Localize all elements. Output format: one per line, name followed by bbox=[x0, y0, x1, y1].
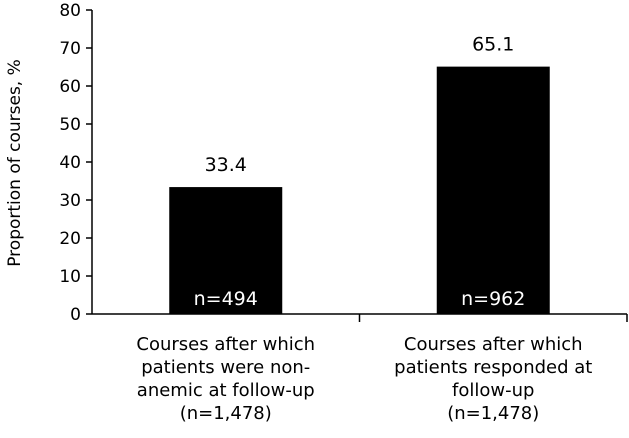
y-tick-label: 70 bbox=[59, 39, 81, 59]
y-tick-label: 10 bbox=[59, 267, 81, 287]
x-category-label-line: Courses after which bbox=[404, 334, 583, 355]
y-tick-label: 30 bbox=[59, 191, 81, 211]
y-tick-label: 40 bbox=[59, 153, 81, 173]
bar bbox=[169, 187, 283, 314]
y-tick-label: 60 bbox=[59, 77, 81, 97]
bar-n-label: n=494 bbox=[194, 288, 258, 310]
y-tick-label: 20 bbox=[59, 229, 81, 249]
y-axis-title: Proportion of courses, % bbox=[5, 59, 25, 267]
bar-value-label: 33.4 bbox=[205, 154, 247, 176]
x-category-label-line: follow-up bbox=[452, 380, 534, 401]
bar-n-label: n=962 bbox=[461, 288, 525, 310]
y-tick-label: 0 bbox=[70, 305, 81, 325]
x-category-label-line: Courses after which bbox=[136, 334, 315, 355]
x-category-label-line: anemic at follow-up bbox=[137, 380, 315, 401]
x-category-label-line: patients responded at bbox=[394, 357, 592, 378]
x-category-label-line: (n=1,478) bbox=[447, 403, 539, 424]
y-tick-label: 50 bbox=[59, 115, 81, 135]
bar-value-label: 65.1 bbox=[472, 34, 514, 56]
y-tick-label: 80 bbox=[59, 1, 81, 21]
bar bbox=[436, 66, 550, 315]
x-category-label-line: patients were non- bbox=[141, 357, 310, 378]
x-category-label-line: (n=1,478) bbox=[180, 403, 272, 424]
